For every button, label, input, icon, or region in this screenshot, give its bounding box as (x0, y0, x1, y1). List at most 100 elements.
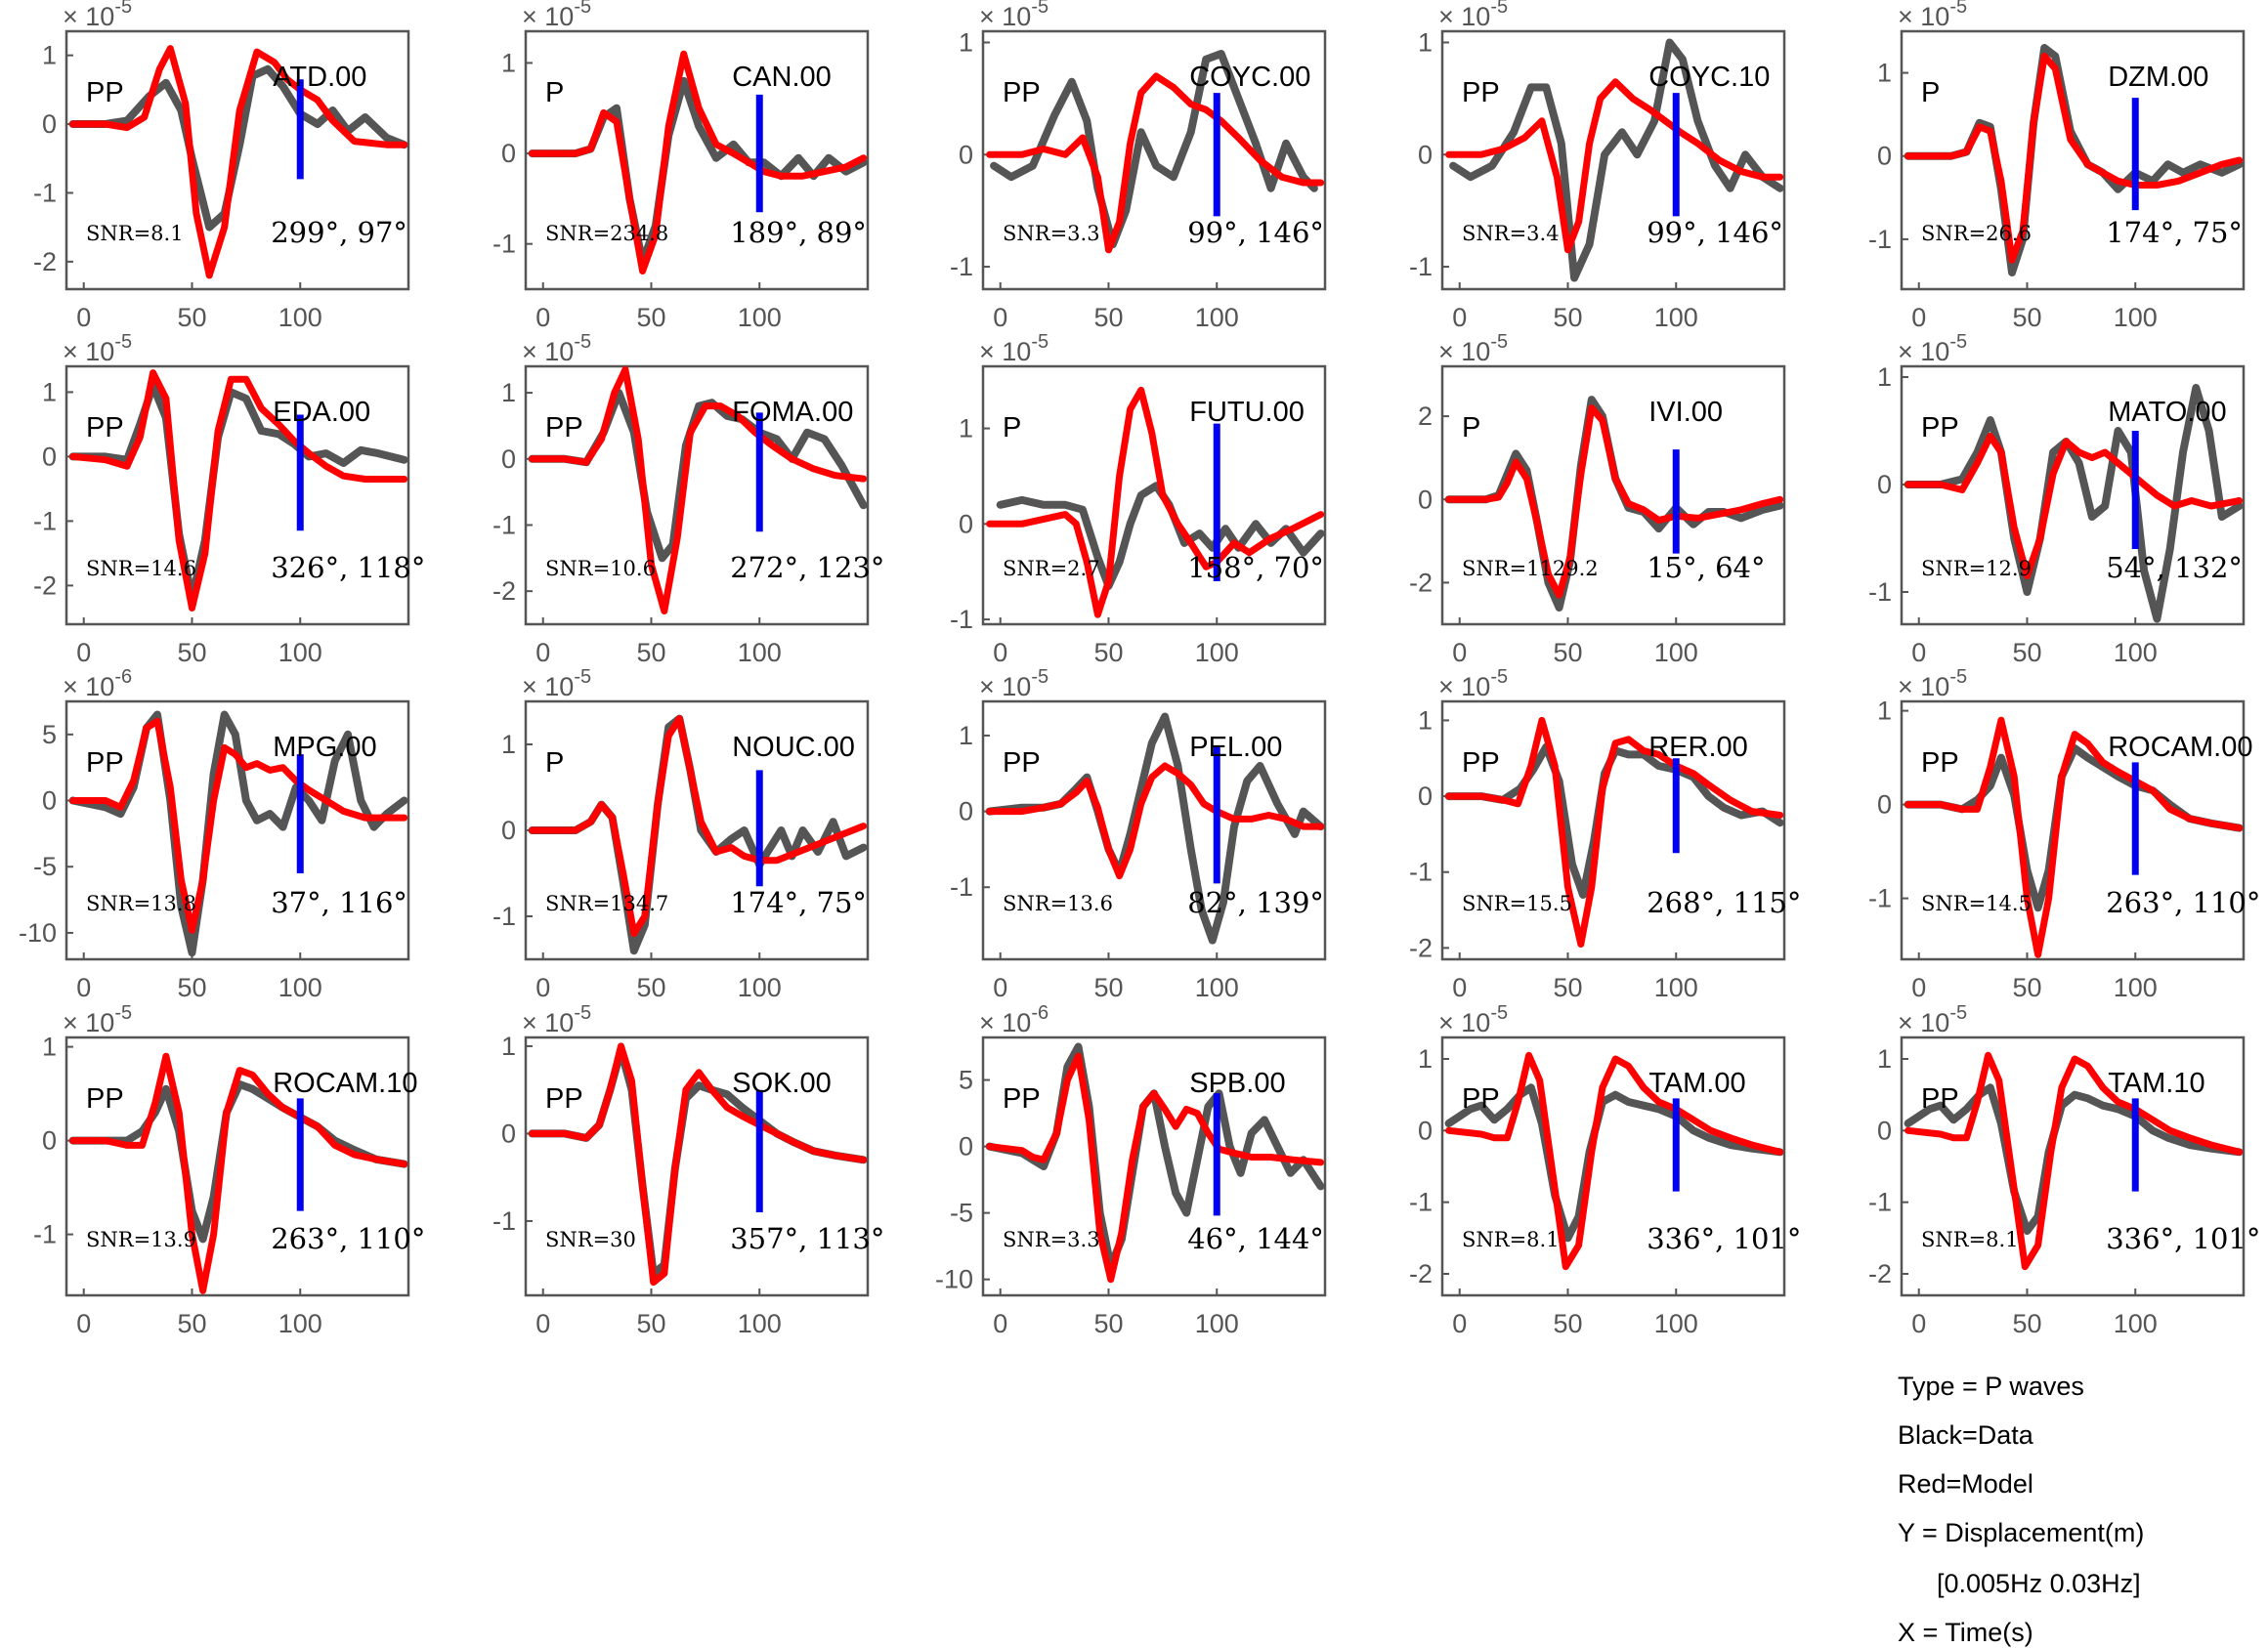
multiplier-exponent: -5 (1949, 331, 1967, 353)
y-tick-label: -1 (33, 178, 57, 207)
station-label: CAN.00 (732, 62, 832, 93)
y-tick-label: 1 (1877, 59, 1892, 88)
multiplier-base: × 10 (1898, 672, 1949, 701)
x-tick-label: 100 (1654, 1309, 1698, 1338)
panel-eda-00: 1 0 -1 -2 0 50 100 × 10-5 PP EDA.00 SNR=14.6 326°, … (33, 331, 425, 667)
multiplier-base: × 10 (1898, 1008, 1949, 1037)
multiplier-exponent: -5 (1490, 331, 1508, 353)
multiplier-base: × 10 (522, 337, 574, 366)
phase-label: PP (1921, 412, 1959, 444)
azimuth-takeoff-label: 46°, 144° (1187, 1222, 1324, 1255)
y-tick-label: -2 (1409, 933, 1433, 962)
station-label: IVI.00 (1648, 397, 1723, 428)
exponent-multiplier: × 10-5 (63, 331, 132, 366)
y-tick-label: -2 (1409, 568, 1433, 597)
multiplier-base: × 10 (1438, 337, 1490, 366)
x-tick-label: 100 (2114, 303, 2158, 332)
x-tick-label: 0 (76, 973, 91, 1002)
x-tick-label: 50 (1553, 1309, 1582, 1338)
station-label: TAM.10 (2108, 1068, 2204, 1099)
x-tick-label: 50 (2012, 973, 2041, 1002)
y-tick-label: 1 (42, 1033, 57, 1062)
station-label: TAM.00 (1648, 1068, 1745, 1099)
x-tick-label: 100 (278, 973, 322, 1002)
exponent-multiplier: × 10-5 (1898, 331, 1967, 366)
snr-label: SNR=234.8 (545, 222, 668, 245)
axes-box (524, 364, 870, 626)
x-tick-label: 100 (738, 973, 782, 1002)
legend-data: Black=Data (1898, 1420, 2034, 1450)
azimuth-takeoff-label: 268°, 115° (1647, 886, 1801, 919)
x-tick-label: 100 (1654, 303, 1698, 332)
multiplier-exponent: -5 (574, 1002, 591, 1024)
y-tick-label: -1 (1409, 858, 1433, 887)
x-tick-label: 50 (636, 973, 665, 1002)
multiplier-exponent: -5 (1490, 1002, 1508, 1024)
y-tick-label: 0 (501, 139, 516, 168)
phase-label: PP (1462, 747, 1500, 779)
multiplier-base: × 10 (979, 2, 1031, 31)
panel-can-00: 1 0 -1 0 50 100 × 10-5 P CAN.00 SNR=234.8 189°, 89… (492, 0, 870, 332)
model-waveform-line (1904, 1051, 2244, 1271)
phase-label: P (1003, 412, 1021, 444)
phase-label: PP (1003, 747, 1041, 779)
x-tick-label: 100 (2114, 1309, 2158, 1338)
y-tick-label: 0 (42, 442, 57, 471)
y-tick-label: 0 (959, 509, 973, 538)
x-tick-label: 50 (177, 973, 206, 1002)
y-tick-label: -1 (1409, 1188, 1433, 1217)
phase-label: P (545, 747, 564, 779)
phase-label: P (545, 77, 564, 108)
model-waveform-line (529, 366, 868, 614)
legend-yaxis: Y = Displacement(m) (1898, 1518, 2144, 1547)
y-tick-label: 1 (1418, 705, 1433, 735)
axes-box (64, 1035, 410, 1297)
axes-box (1900, 1035, 2246, 1297)
phase-label: PP (1462, 77, 1500, 108)
axes-box (981, 29, 1327, 291)
panel-atd-00: 1 0 -1 -2 0 50 100 × 10-5 PP ATD.00 SNR=8.1 299°, 9… (33, 0, 410, 332)
snr-label: SNR=134.7 (545, 892, 668, 915)
multiplier-base: × 10 (63, 1008, 114, 1037)
snr-label: SNR=1129.2 (1462, 557, 1599, 580)
y-tick-label: -1 (1868, 577, 1892, 607)
x-tick-label: 0 (1911, 1309, 1926, 1338)
data-waveform-line (1904, 384, 2244, 623)
azimuth-takeoff-label: 15°, 64° (1647, 551, 1765, 584)
x-tick-label: 50 (1093, 973, 1123, 1002)
snr-label: SNR=13.6 (1003, 892, 1113, 915)
x-tick-label: 50 (177, 303, 206, 332)
y-tick-label: -1 (950, 605, 973, 634)
multiplier-exponent: -5 (574, 0, 591, 18)
x-tick-label: 50 (1093, 303, 1123, 332)
panel-tam-10: 1 0 -1 -2 0 50 100 × 10-5 PP TAM.10 SNR=8.1 336°, 1… (1868, 1002, 2260, 1338)
exponent-multiplier: × 10-5 (1438, 331, 1508, 366)
phase-label: PP (1003, 1083, 1041, 1115)
y-tick-label: -1 (950, 252, 973, 281)
axes-box (1440, 29, 1786, 291)
y-tick-label: 0 (501, 1119, 516, 1148)
x-tick-label: 100 (278, 303, 322, 332)
panel-foma-00: 1 0 -1 -2 0 50 100 × 10-5 PP FOMA.00 SNR=10.6 272°,… (492, 331, 884, 667)
y-tick-label: -5 (950, 1199, 973, 1228)
x-tick-label: 50 (2012, 303, 2041, 332)
multiplier-exponent: -6 (114, 666, 132, 688)
figure-legend: Type = P waves Black=Data Red=Model Y = … (1898, 1372, 2144, 1647)
y-tick-label: 1 (42, 41, 57, 70)
panel-nouc-00: 1 0 -1 0 50 100 × 10-5 P NOUC.00 SNR=134.7 174°, 7… (492, 666, 870, 1002)
x-tick-label: 0 (76, 1309, 91, 1338)
exponent-multiplier: × 10-5 (522, 0, 591, 31)
axes-box (1900, 364, 2246, 626)
multiplier-exponent: -5 (1031, 666, 1048, 688)
snr-label: SNR=26.6 (1921, 222, 2032, 245)
station-label: PEL.00 (1189, 732, 1282, 763)
y-tick-label: 0 (1877, 790, 1892, 820)
model-waveform-line (1445, 1051, 1784, 1271)
exponent-multiplier: × 10-5 (522, 331, 591, 366)
y-tick-label: 0 (42, 786, 57, 816)
multiplier-base: × 10 (979, 672, 1031, 701)
station-label: EDA.00 (273, 397, 370, 428)
y-tick-label: -1 (1409, 252, 1433, 281)
y-tick-label: 1 (959, 721, 973, 750)
y-tick-label: 0 (1877, 142, 1892, 171)
